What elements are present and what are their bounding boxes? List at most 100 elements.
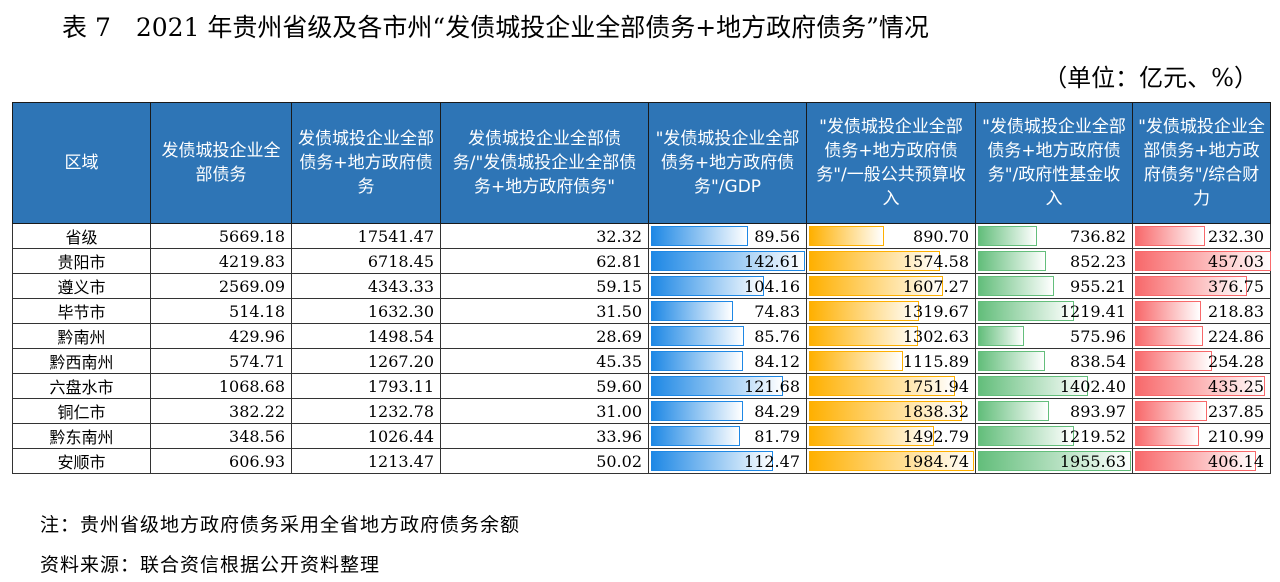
bar-value: 74.83 <box>754 301 800 321</box>
databar-cell: 1984.74 <box>806 448 976 474</box>
value-cell: 1267.20 <box>291 348 441 374</box>
bar-value: 1492.79 <box>902 426 969 446</box>
databar-cell: 457.03 <box>1132 248 1271 274</box>
header-row: 区域 发债城投企业全部债务 发债城投企业全部债务+地方政府债务 发债城投企业全部债务/… <box>12 102 1271 224</box>
databar-cell: 84.29 <box>648 398 807 424</box>
bar-value: 237.85 <box>1208 401 1264 421</box>
table-row: 毕节市 514.18 1632.30 31.50 74.83 1319.67 1219.41… <box>12 298 1271 324</box>
bar-value: 1319.67 <box>902 301 969 321</box>
value-cell: 1232.78 <box>291 398 441 424</box>
data-bar <box>1135 326 1203 346</box>
bar-value: 1607.27 <box>902 276 969 296</box>
value-cell: 59.15 <box>440 273 649 299</box>
bar-value: 1838.32 <box>902 401 969 421</box>
region-cell: 遵义市 <box>12 273 151 299</box>
bar-value: 224.86 <box>1208 326 1264 346</box>
bar-value: 104.16 <box>744 276 800 296</box>
data-bar <box>978 276 1054 296</box>
bar-value: 1984.74 <box>902 451 969 471</box>
bar-value: 893.97 <box>1070 401 1126 421</box>
column-header: 发债城投企业全部债务 <box>150 102 292 224</box>
databar-cell: 254.28 <box>1132 348 1271 374</box>
table-row: 贵阳市 4219.83 6718.45 62.81 142.61 1574.58 852.2… <box>12 248 1271 274</box>
data-bar <box>1135 401 1207 421</box>
data-bar <box>809 426 934 446</box>
note: 注：贵州省级地方政府债务采用全省地方政府债务余额 <box>40 514 521 536</box>
value-cell: 28.69 <box>440 323 649 349</box>
databar-cell: 736.82 <box>975 223 1133 249</box>
value-cell: 348.56 <box>150 423 292 449</box>
databar-cell: 376.75 <box>1132 273 1271 299</box>
region-cell: 铜仁市 <box>12 398 151 424</box>
column-header: 发债城投企业全部债务/"发债城投企业全部债务+地方政府债务" <box>440 102 649 224</box>
table-row: 六盘水市 1068.68 1793.11 59.60 121.68 1751.94 1402… <box>12 373 1271 399</box>
region-cell: 省级 <box>12 223 151 249</box>
databar-cell: 1574.58 <box>806 248 976 274</box>
databar-cell: 121.68 <box>648 373 807 399</box>
bar-value: 1219.52 <box>1059 426 1126 446</box>
databar-cell: 1955.63 <box>975 448 1133 474</box>
databar-cell: 406.14 <box>1132 448 1271 474</box>
databar-cell: 142.61 <box>648 248 807 274</box>
region-cell: 黔南州 <box>12 323 151 349</box>
databar-cell: 89.56 <box>648 223 807 249</box>
value-cell: 33.96 <box>440 423 649 449</box>
data-bar <box>978 226 1037 246</box>
databar-cell: 81.79 <box>648 423 807 449</box>
bar-value: 955.21 <box>1070 276 1126 296</box>
data-bar <box>1135 301 1202 321</box>
bar-value: 406.14 <box>1208 451 1264 471</box>
table-title: 表 7 2021 年贵州省级及各市州“发债城投企业全部债务+地方政府债务”情况 <box>62 13 929 42</box>
data-bar <box>1135 376 1265 396</box>
region-cell: 六盘水市 <box>12 373 151 399</box>
databar-cell: 1219.41 <box>975 298 1133 324</box>
column-header: "发债城投企业全部债务+地方政府债务"/GDP <box>648 102 807 224</box>
value-cell: 1026.44 <box>291 423 441 449</box>
value-cell: 31.50 <box>440 298 649 324</box>
databar-cell: 893.97 <box>975 398 1133 424</box>
bar-value: 232.30 <box>1208 226 1264 246</box>
bar-value: 376.75 <box>1208 276 1264 296</box>
databar-cell: 84.12 <box>648 348 807 374</box>
value-cell: 1068.68 <box>150 373 292 399</box>
data-bar <box>651 326 745 346</box>
databar-cell: 85.76 <box>648 323 807 349</box>
column-header: "发债城投企业全部债务+地方政府债务"/政府性基金收入 <box>975 102 1133 224</box>
value-cell: 32.32 <box>440 223 649 249</box>
value-cell: 50.02 <box>440 448 649 474</box>
data-bar <box>809 276 943 296</box>
bar-value: 435.25 <box>1208 376 1264 396</box>
data-bar <box>1135 276 1248 296</box>
databar-cell: 1319.67 <box>806 298 976 324</box>
unit-label: （单位：亿元、%） <box>1043 64 1258 92</box>
databar-cell: 218.83 <box>1132 298 1271 324</box>
bar-value: 1955.63 <box>1059 451 1126 471</box>
data-bar <box>651 426 741 446</box>
bar-value: 89.56 <box>754 226 800 246</box>
region-cell: 黔西南州 <box>12 348 151 374</box>
value-cell: 31.00 <box>440 398 649 424</box>
databar-cell: 237.85 <box>1132 398 1271 424</box>
data-bar <box>651 376 783 396</box>
bar-value: 84.12 <box>754 351 800 371</box>
data-bar <box>651 451 773 471</box>
value-cell: 606.93 <box>150 448 292 474</box>
table-row: 黔东南州 348.56 1026.44 33.96 81.79 1492.79 1219.5… <box>12 423 1271 449</box>
data-bar <box>978 376 1089 396</box>
data-bar <box>651 301 733 321</box>
table-row: 省级 5669.18 17541.47 32.32 89.56 890.70 736.82 2… <box>12 223 1271 249</box>
bar-value: 1115.89 <box>902 351 969 371</box>
bar-value: 838.54 <box>1070 351 1126 371</box>
value-cell: 1632.30 <box>291 298 441 324</box>
data-bar <box>978 401 1050 421</box>
data-bar <box>1135 251 1271 271</box>
value-cell: 5669.18 <box>150 223 292 249</box>
databar-cell: 104.16 <box>648 273 807 299</box>
value-cell: 2569.09 <box>150 273 292 299</box>
bar-value: 890.70 <box>913 226 969 246</box>
bar-value: 1574.58 <box>902 251 969 271</box>
databar-cell: 210.99 <box>1132 423 1271 449</box>
data-bar <box>978 451 1131 471</box>
data-bar <box>978 301 1075 321</box>
bar-value: 1219.41 <box>1059 301 1126 321</box>
